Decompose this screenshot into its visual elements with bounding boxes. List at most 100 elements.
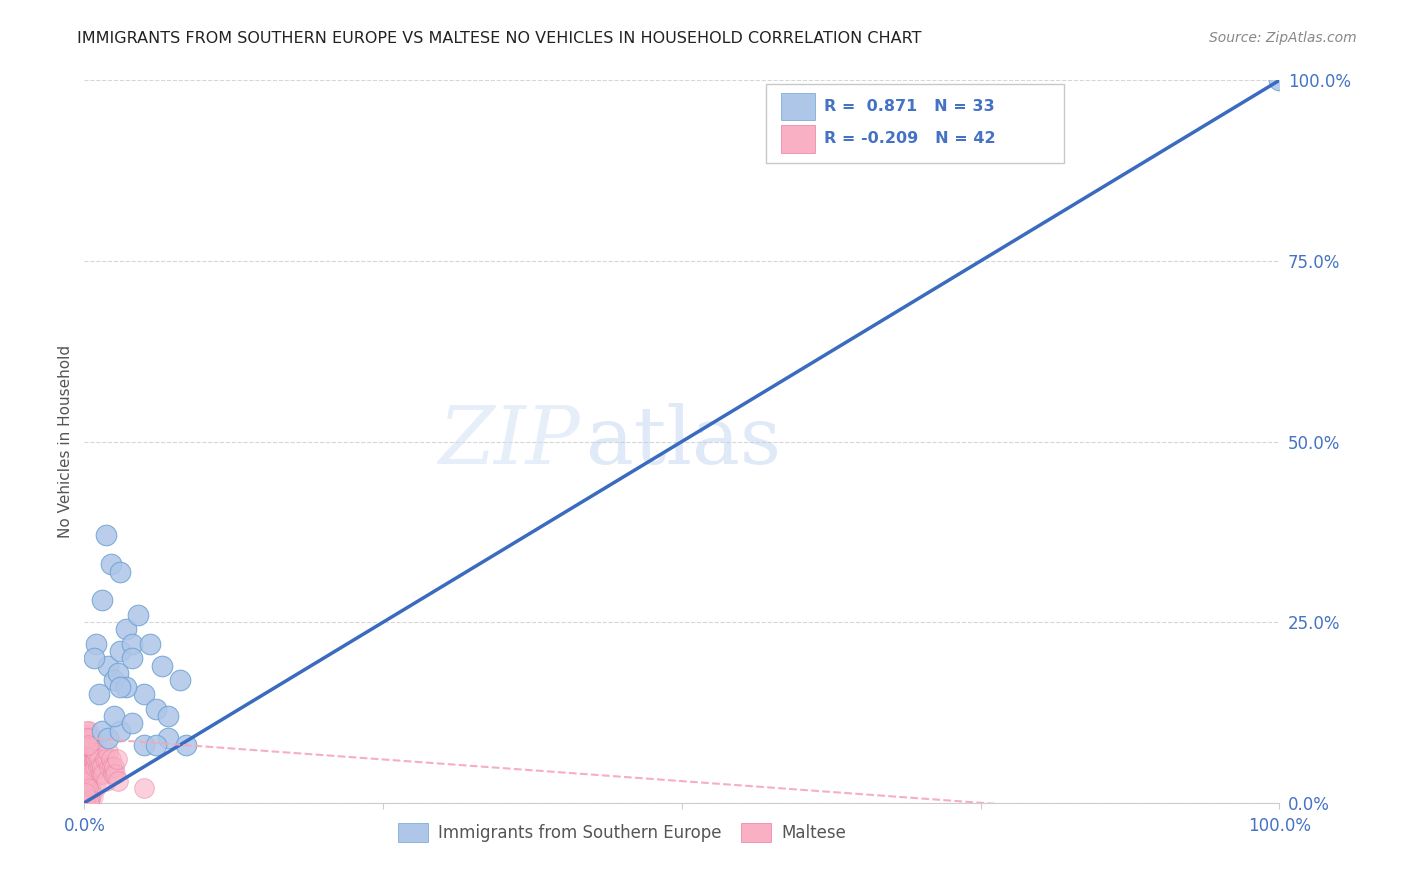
Point xyxy=(79,771,101,785)
Point xyxy=(76,784,98,798)
Point xyxy=(79,791,101,805)
Point xyxy=(73,785,96,799)
Point xyxy=(87,752,110,766)
Point xyxy=(76,788,98,802)
Text: atlas: atlas xyxy=(586,402,782,481)
Point xyxy=(75,792,97,806)
Point xyxy=(76,791,98,805)
Point xyxy=(93,767,115,781)
Point xyxy=(80,792,103,806)
Point xyxy=(121,716,143,731)
Point xyxy=(91,760,114,774)
Point xyxy=(86,780,108,795)
Point xyxy=(80,731,103,745)
Point xyxy=(77,780,100,794)
Point xyxy=(77,738,100,752)
Point xyxy=(73,780,96,795)
Point xyxy=(91,593,114,607)
Y-axis label: No Vehicles in Household: No Vehicles in Household xyxy=(58,345,73,538)
Point xyxy=(101,760,124,774)
Point xyxy=(75,768,97,782)
Point xyxy=(121,651,143,665)
Point xyxy=(76,780,98,794)
Point xyxy=(76,780,98,794)
Point xyxy=(76,731,98,745)
Text: IMMIGRANTS FROM SOUTHERN EUROPE VS MALTESE NO VEHICLES IN HOUSEHOLD CORRELATION : IMMIGRANTS FROM SOUTHERN EUROPE VS MALTE… xyxy=(77,31,922,46)
Point xyxy=(73,787,96,801)
Point xyxy=(76,784,98,798)
Point xyxy=(84,760,107,774)
Point xyxy=(80,745,103,759)
Point xyxy=(79,792,101,806)
Point xyxy=(86,637,108,651)
Point xyxy=(98,760,121,774)
Point xyxy=(76,783,98,797)
Point xyxy=(76,758,98,772)
Point xyxy=(127,607,149,622)
Point xyxy=(82,731,104,745)
Point xyxy=(77,738,100,752)
Point xyxy=(100,558,122,572)
Point xyxy=(132,687,156,701)
Point xyxy=(77,780,100,794)
Point xyxy=(76,764,98,779)
Point xyxy=(157,709,180,723)
Point xyxy=(75,795,97,809)
Point xyxy=(91,723,114,738)
Point xyxy=(157,731,180,745)
Point xyxy=(75,784,97,798)
Point xyxy=(145,702,167,716)
Point xyxy=(101,767,124,781)
Point xyxy=(84,752,107,766)
Point xyxy=(169,673,191,687)
Point xyxy=(76,780,98,795)
Point xyxy=(77,738,100,752)
Point xyxy=(75,749,97,764)
Point xyxy=(76,782,98,797)
Point xyxy=(75,738,97,752)
Point xyxy=(79,789,101,803)
Point xyxy=(86,760,108,774)
Point xyxy=(86,745,108,759)
Point xyxy=(79,731,101,745)
Point xyxy=(73,781,96,796)
Point xyxy=(77,782,100,797)
Point xyxy=(104,767,127,781)
Point xyxy=(94,774,117,789)
Text: ZIP: ZIP xyxy=(439,403,581,480)
Point xyxy=(76,795,98,809)
Point xyxy=(73,789,96,804)
Point xyxy=(103,709,125,723)
Point xyxy=(75,786,97,800)
Point xyxy=(77,723,100,738)
Point xyxy=(97,731,120,745)
Point xyxy=(75,792,97,806)
Point xyxy=(73,794,96,808)
Text: R = -0.209   N = 42: R = -0.209 N = 42 xyxy=(824,131,995,146)
Point xyxy=(75,773,97,788)
Point xyxy=(75,793,97,807)
Point xyxy=(75,785,97,799)
Point xyxy=(75,777,97,791)
Point xyxy=(79,796,101,810)
Point xyxy=(83,789,105,804)
Point xyxy=(75,772,97,787)
Point xyxy=(79,745,101,759)
Point xyxy=(73,794,96,808)
Point xyxy=(73,793,96,807)
Point xyxy=(100,752,122,766)
Point xyxy=(77,789,100,804)
Point xyxy=(73,780,96,794)
Point xyxy=(110,723,132,738)
Point xyxy=(73,795,96,809)
Point xyxy=(87,687,110,701)
Point xyxy=(94,528,117,542)
Point xyxy=(121,637,143,651)
Point xyxy=(73,795,96,809)
Point xyxy=(110,565,132,579)
Point xyxy=(73,780,96,795)
Point xyxy=(83,651,105,665)
Point xyxy=(73,756,96,771)
Point xyxy=(75,789,97,804)
Point xyxy=(97,745,120,759)
